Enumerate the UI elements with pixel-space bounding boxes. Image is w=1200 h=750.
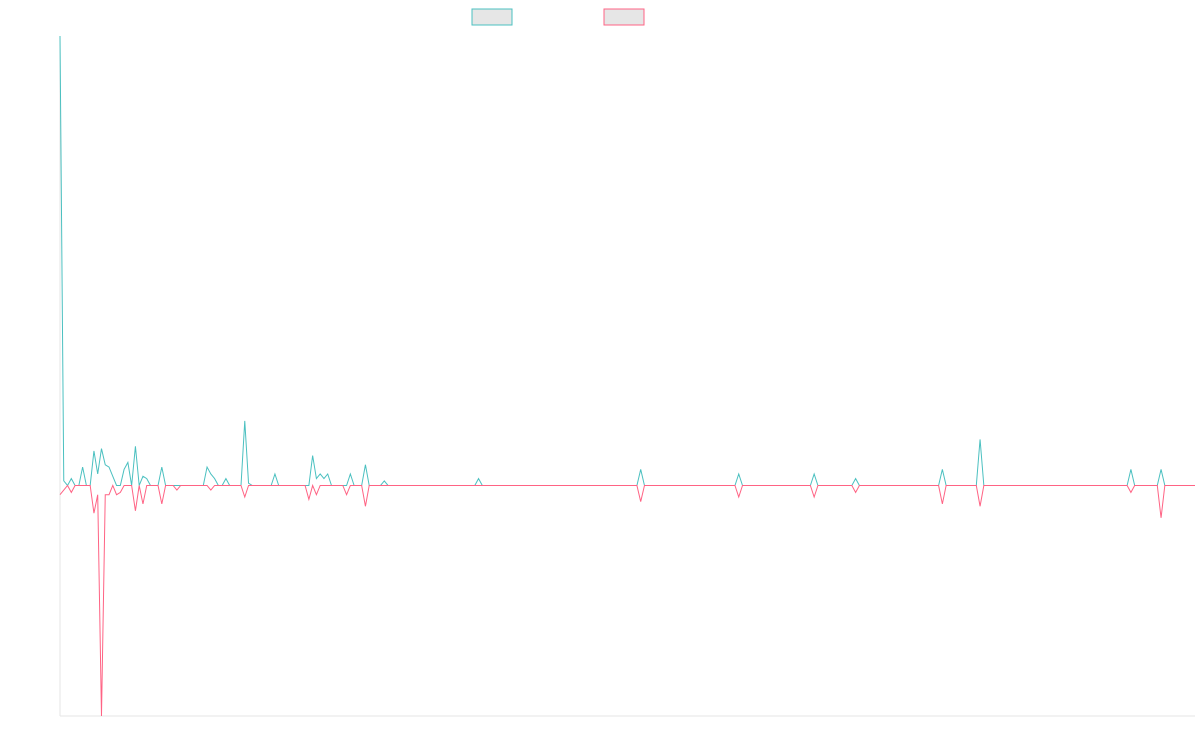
series-line-1 <box>59 35 1195 487</box>
legend-swatch-1 <box>471 8 513 26</box>
legend <box>471 8 645 26</box>
series-layer <box>59 35 1195 717</box>
legend-swatch-2 <box>603 8 645 26</box>
series-line-2 <box>59 483 1195 717</box>
axes <box>59 36 1195 717</box>
